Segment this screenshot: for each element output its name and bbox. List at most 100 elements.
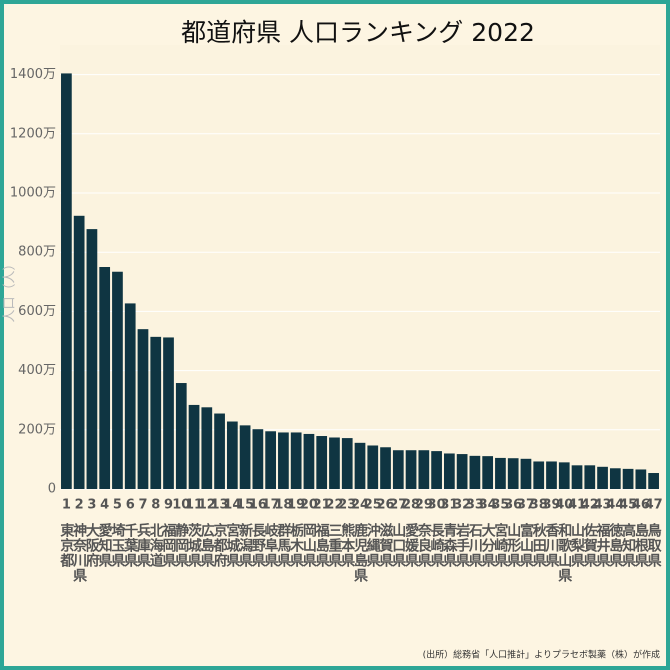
x-tick-label: 秋田県 [531,522,547,568]
bar [86,229,98,489]
x-tick-rank: 40 [555,498,573,513]
x-tick-rank: 15 [236,498,254,513]
x-tick-rank: 10 [172,498,190,513]
x-tick-label: 広島県 [199,522,215,568]
x-tick-rank: 39 [542,498,560,513]
x-tick-rank: 26 [376,498,394,513]
bar [175,383,187,489]
x-tick-label: 岐阜県 [263,522,279,568]
x-tick-rank: 47 [645,498,663,513]
y-tick-label: 0 [48,482,56,497]
bar [124,303,136,489]
x-tick-label: 栃木県 [288,522,305,568]
x-tick-rank: 1 [62,498,71,513]
x-tick-rank: 30 [428,498,446,513]
x-tick-rank: 6 [126,498,135,513]
x-tick-label: 山梨県 [569,523,586,568]
bar [367,445,379,489]
bar [112,271,123,489]
x-tick-label: 香川県 [543,522,560,568]
x-tick-label: 福井県 [595,522,612,568]
x-tick-rank: 7 [138,498,147,513]
bar [252,429,264,489]
bar [456,454,468,489]
x-tick-rank: 8 [151,498,160,513]
x-tick-rank: 27 [389,498,407,513]
y-tick-label: 200万 [18,422,56,437]
chart-title: 都道府県 人口ランキング 2022 [181,18,535,47]
x-tick-rank: 37 [517,498,535,513]
source-note: (出所）総務省「人口推計」よりプラセボ製薬（株）が作成 [423,649,660,661]
x-tick-rank: 44 [606,498,624,513]
x-tick-rank: 45 [619,498,637,513]
x-tick-label: 鹿児島県 [352,522,369,583]
y-axis-label: 人口（人） [3,257,18,322]
x-tick-rank: 21 [313,498,331,513]
x-tick-label: 静岡県 [173,522,189,568]
x-tick-label: 愛知県 [97,522,113,568]
x-tick-label: 滋賀県 [378,522,395,568]
x-tick-rank: 22 [325,498,343,513]
x-tick-label: 兵庫県 [135,522,151,568]
x-tick-label: 新潟県 [237,522,253,568]
x-tick-label: 神奈川県 [71,522,88,583]
x-tick-label: 長野県 [250,523,266,568]
bar [418,450,430,489]
bar [558,462,570,489]
bar [597,466,608,489]
bar [507,458,519,489]
x-tick-label: 鳥取県 [646,522,662,568]
bar [482,456,494,489]
x-tick-label: 東京都 [58,522,75,568]
x-tick-label: 長崎県 [429,523,445,568]
x-tick-rank: 36 [504,498,522,513]
bar [214,413,225,489]
y-tick-label: 600万 [18,304,56,319]
x-tick-rank: 23 [338,498,356,513]
x-tick-rank: 4 [100,498,109,513]
y-tick-label: 1200万 [10,126,56,141]
bar [354,442,366,489]
x-tick-rank: 42 [581,498,599,513]
x-tick-rank: 2 [75,498,84,513]
bar [137,329,149,489]
x-tick-rank: 34 [479,498,497,513]
x-tick-rank: 38 [530,498,548,513]
bar [520,458,532,489]
bar [150,336,162,489]
y-tick-label: 800万 [18,245,56,260]
bar [316,436,328,489]
x-tick-rank: 17 [262,498,280,513]
bar [278,432,289,489]
bar [495,457,506,489]
x-tick-label: 沖縄県 [365,522,381,568]
x-tick-label: 徳島県 [607,522,624,568]
x-tick-rank: 16 [249,498,267,513]
bar [61,73,72,489]
x-tick-rank: 35 [491,498,509,513]
x-tick-rank: 19 [287,498,305,513]
x-tick-label: 大分県 [480,522,496,568]
x-tick-rank: 9 [164,498,173,513]
bar [163,337,174,489]
x-tick-label: 島根県 [633,522,649,568]
x-tick-label: 青森県 [441,522,457,568]
x-tick-rank: 41 [568,498,586,513]
x-tick-label: 埼玉県 [109,522,125,568]
x-tick-label: 岩手県 [454,522,471,568]
x-tick-label: 佐賀県 [582,522,599,568]
bar [392,450,404,489]
y-tick-label: 400万 [18,363,56,378]
bar [99,267,111,489]
x-tick-label: 大阪府 [84,522,100,568]
x-tick-label: 熊本県 [339,522,355,568]
bar [405,450,417,489]
x-tick-rank: 13 [211,498,229,513]
x-tick-rank: 24 [351,498,369,513]
x-tick-label: 茨城県 [186,522,202,568]
x-tick-rank: 5 [113,498,122,513]
bar [201,407,213,489]
x-tick-label: 福岡県 [161,522,178,568]
x-tick-label: 群馬県 [275,522,292,568]
